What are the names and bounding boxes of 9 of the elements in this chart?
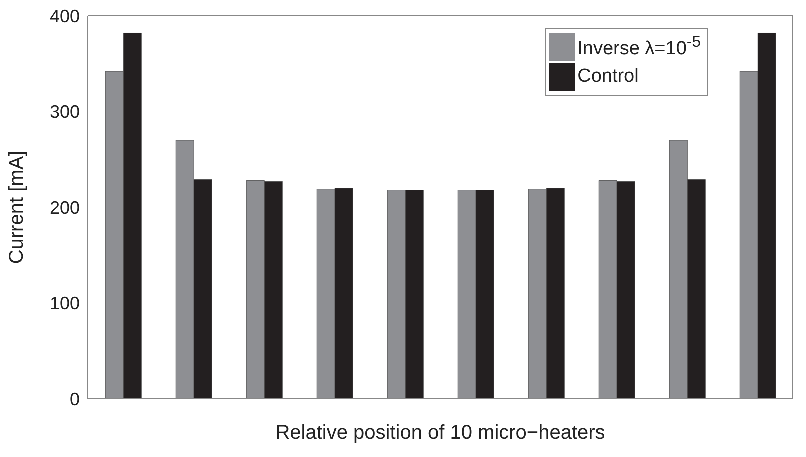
legend-label: Control: [578, 66, 639, 88]
legend-label: Inverse λ=10$^{-5}$: [578, 34, 701, 60]
y-tick-label: 400: [50, 6, 80, 26]
y-tick-label: 0: [70, 389, 80, 410]
y-axis-title: Current [mA]: [6, 150, 28, 264]
x-axis-title: Relative position of 10 micro−heaters: [276, 422, 606, 444]
y-tick-label: 200: [50, 198, 80, 218]
y-tick-label: 300: [50, 102, 80, 122]
y-tick-label: 100: [50, 294, 80, 314]
